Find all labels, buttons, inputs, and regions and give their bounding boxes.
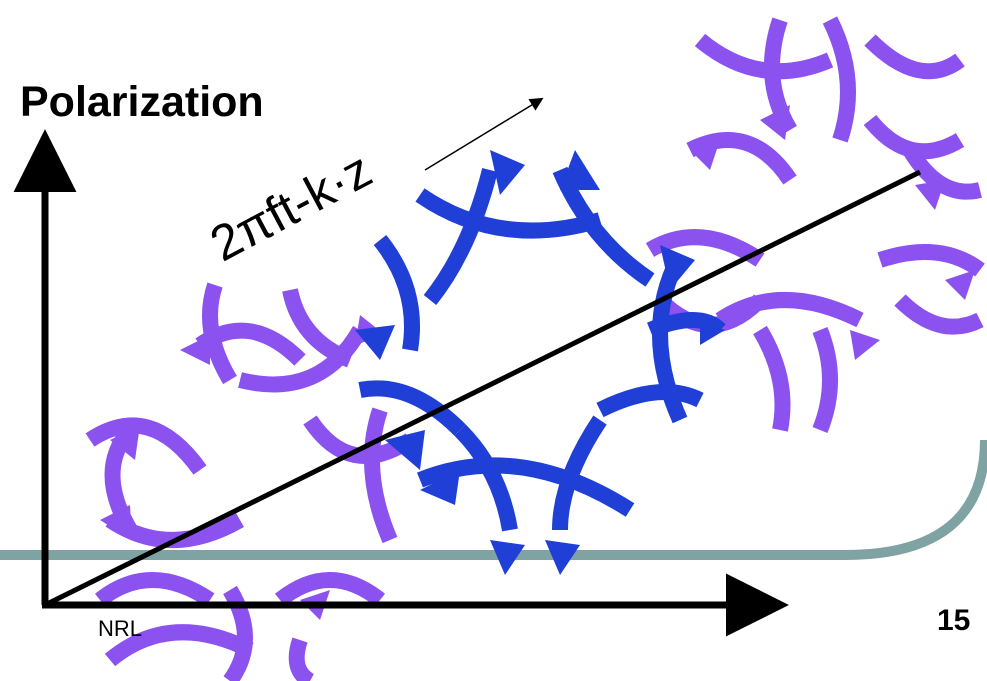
- violet-field-arcs: [85, 16, 985, 681]
- propagation-line: [43, 169, 922, 608]
- phase-direction-arrow: [424, 97, 544, 171]
- axis-title: Polarization: [20, 78, 264, 126]
- page-number: 15: [937, 604, 971, 637]
- blue-field-arrowheads: [355, 150, 725, 575]
- blue-field-arcs: [358, 166, 726, 532]
- footer-text: NRL: [98, 616, 143, 641]
- violet-field-arrowheads: [100, 105, 975, 620]
- slide-band: [0, 439, 987, 560]
